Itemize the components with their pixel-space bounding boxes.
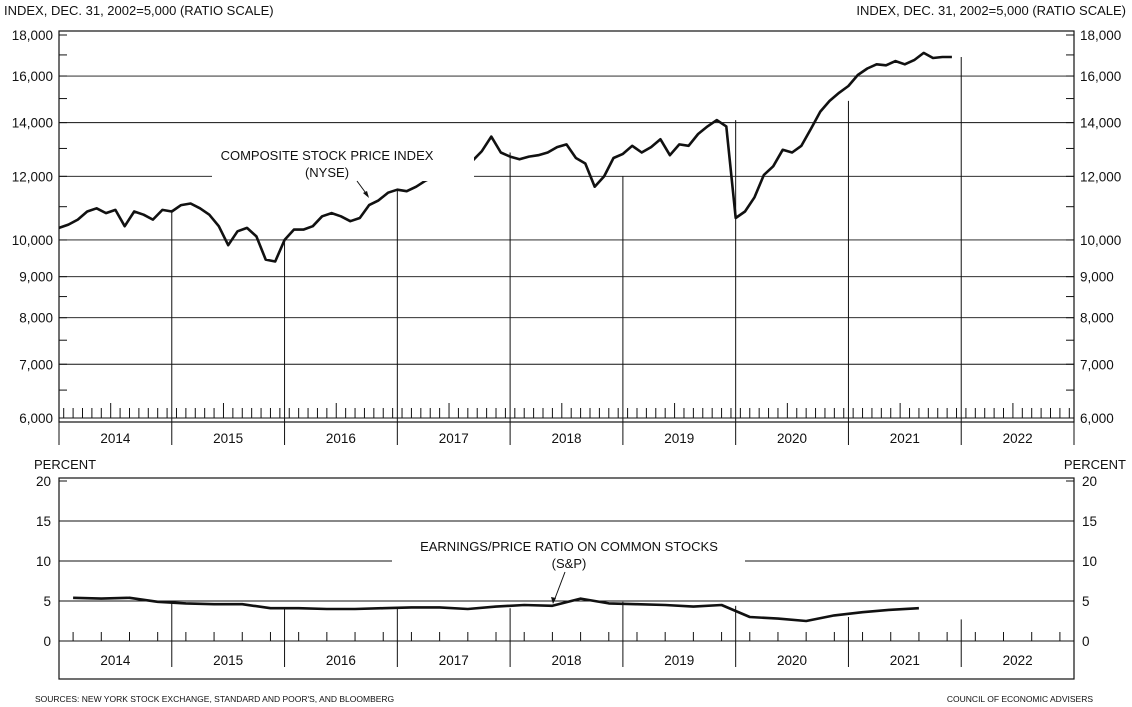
earnings-ratio-annotation: EARNINGS/PRICE RATIO ON COMMON STOCKS: [420, 539, 718, 554]
bottom-year-label: 2022: [1003, 653, 1033, 668]
earnings-ratio-series: [72, 596, 920, 623]
top-year-label: 2021: [890, 431, 920, 446]
top-ytick-label-right: 10,000: [1080, 233, 1121, 248]
bottom-year-label: 2021: [890, 653, 920, 668]
top-ytick-label-right: 14,000: [1080, 116, 1121, 131]
bottom-ytick-label-left: 20: [36, 474, 51, 489]
top-x-year-labels: 2014 2015 2016 2017 2018 2019 2020 2021 2022: [100, 431, 1032, 446]
bottom-year-label: 2014: [100, 653, 131, 668]
bottom-right-axis-title: PERCENT: [1064, 457, 1126, 472]
bottom-ytick-label-left: 5: [43, 594, 51, 609]
top-ytick-label-left: 9,000: [19, 270, 53, 285]
sources-footnote: SOURCES: NEW YORK STOCK EXCHANGE, STANDA…: [35, 694, 394, 704]
top-year-label: 2020: [777, 431, 807, 446]
bottom-year-label: 2017: [439, 653, 469, 668]
bottom-left-axis-title: PERCENT: [34, 457, 96, 472]
bottom-ytick-label-right: 15: [1082, 514, 1097, 529]
bottom-year-label: 2020: [777, 653, 807, 668]
bottom-year-label: 2018: [551, 653, 581, 668]
stock-index-annotation-source: (NYSE): [305, 165, 349, 180]
bottom-x-year-labels: 2014 2015 2016 2017 2018 2019 2020 2021 2022: [100, 653, 1032, 668]
top-ytick-label-right: 12,000: [1080, 169, 1121, 184]
bottom-ytick-label-left: 10: [36, 554, 51, 569]
bottom-ytick-label-left: 0: [43, 634, 51, 649]
bottom-ytick-label-right: 20: [1082, 474, 1097, 489]
top-ytick-label-right: 7,000: [1080, 357, 1114, 372]
bottom-y-tick-labels: 0 0 5 5 10 10 15 15 20 20: [36, 474, 1097, 649]
stock-index-annotation: COMPOSITE STOCK PRICE INDEX: [221, 148, 434, 163]
top-ytick-label-left: 16,000: [12, 69, 53, 84]
bottom-year-label: 2016: [326, 653, 356, 668]
top-ytick-label-right: 9,000: [1080, 270, 1114, 285]
bottom-year-label: 2019: [664, 653, 694, 668]
top-year-label: 2015: [213, 431, 243, 446]
top-ytick-label-right: 8,000: [1080, 311, 1114, 326]
top-ytick-label-left: 8,000: [19, 311, 53, 326]
top-year-label: 2018: [551, 431, 581, 446]
bottom-plot-frame: [58, 477, 1075, 680]
top-y-tick-labels: 6,000 6,000 7,000 7,000 8,000 8,000 9,000 9,000…: [12, 28, 1122, 426]
bottom-ytick-label-left: 15: [36, 514, 51, 529]
bottom-year-label: 2015: [213, 653, 243, 668]
stock-index-arrowhead: [363, 191, 369, 198]
top-ytick-label-left: 10,000: [12, 233, 53, 248]
top-tick-marks: [58, 34, 1075, 445]
top-ytick-label-left: 7,000: [19, 357, 53, 372]
top-annotation-bg: [212, 147, 474, 181]
stock-index-line: [58, 51, 952, 263]
top-plot-frame: [58, 30, 1075, 423]
top-gridlines: [59, 75, 1074, 365]
bottom-ytick-label-right: 0: [1082, 634, 1090, 649]
top-ytick-label-left: 14,000: [12, 116, 53, 131]
top-year-label: 2019: [664, 431, 694, 446]
top-year-label: 2017: [439, 431, 469, 446]
bottom-tick-marks: [59, 480, 1074, 667]
earnings-ratio-annotation-source: (S&P): [552, 556, 587, 571]
top-left-axis-title: INDEX, DEC. 31, 2002=5,000 (RATIO SCALE): [4, 3, 274, 18]
top-ytick-label-right: 18,000: [1080, 28, 1121, 43]
earnings-ratio-arrowhead: [551, 597, 556, 604]
bottom-ytick-label-right: 5: [1082, 594, 1090, 609]
earnings-ratio-annotation-arrow: [553, 571, 566, 602]
top-right-axis-title: INDEX, DEC. 31, 2002=5,000 (RATIO SCALE): [856, 3, 1126, 18]
top-year-label: 2022: [1003, 431, 1033, 446]
top-ytick-label-left: 6,000: [19, 411, 53, 426]
credit-footnote: COUNCIL OF ECONOMIC ADVISERS: [947, 694, 1093, 704]
top-ytick-label-right: 6,000: [1080, 411, 1114, 426]
bottom-annotation-bg: [392, 538, 745, 572]
top-ytick-label-left: 18,000: [12, 28, 53, 43]
top-ytick-label-right: 16,000: [1080, 69, 1121, 84]
bottom-ytick-label-right: 10: [1082, 554, 1097, 569]
stock-index-panel: INDEX, DEC. 31, 2002=5,000 (RATIO SCALE)…: [4, 3, 1126, 446]
top-ytick-label-left: 12,000: [12, 169, 53, 184]
stock-index-series: [58, 51, 952, 263]
top-year-label: 2014: [100, 431, 131, 446]
top-year-label: 2016: [326, 431, 356, 446]
